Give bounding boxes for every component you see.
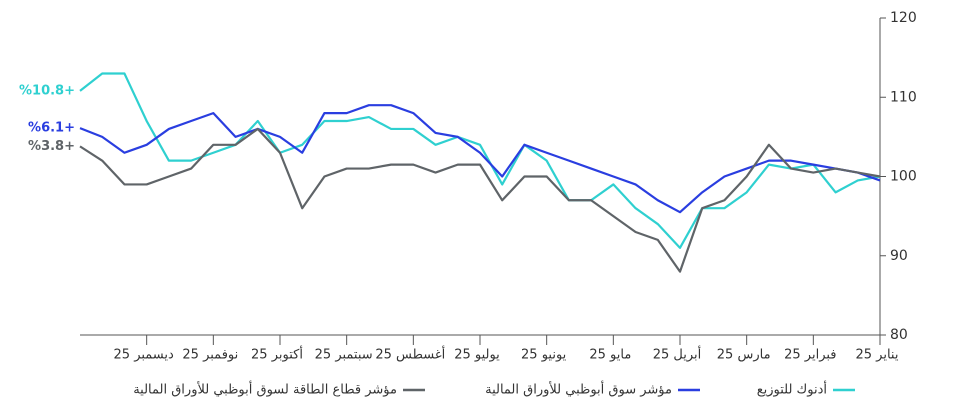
y-tick-label: 100 [890,169,917,185]
x-tick-label: سبتمبر 25 [315,348,373,363]
end-label: %6.1+ [28,121,75,136]
x-tick-label: يناير 25 [856,348,899,363]
x-tick-label: أبريل 25 [653,346,702,363]
x-tick-label: فبراير 25 [784,348,836,363]
x-tick-label: ديسمبر 25 [114,348,175,363]
x-tick-label: نوفمبر 25 [182,348,238,363]
legend-label: أدنوك للتوزيع [757,381,827,398]
x-tick-label: أغسطس 25 [375,346,445,363]
y-tick-label: 110 [890,89,917,105]
series-line [79,104,881,214]
end-label: %3.8+ [28,139,75,154]
x-tick-label: يونيو 25 [521,348,567,363]
legend-label: مؤشر قطاع الطاقة لسوق أبوظبي للأوراق الم… [133,381,397,398]
end-label: %10.8+ [19,83,75,98]
y-tick-label: 120 [890,10,917,26]
y-tick-label: 90 [890,248,908,264]
series-line [79,72,881,249]
x-tick-label: أكتوبر 25 [251,346,303,363]
x-tick-label: مايو 25 [589,348,631,363]
y-tick-label: 80 [890,327,908,343]
x-tick-label: يوليو 25 [454,348,500,363]
x-tick-label: مارس 25 [717,348,771,363]
series-line [79,127,881,273]
legend-label: مؤشر سوق أبوظبي للأوراق المالية [485,381,672,398]
